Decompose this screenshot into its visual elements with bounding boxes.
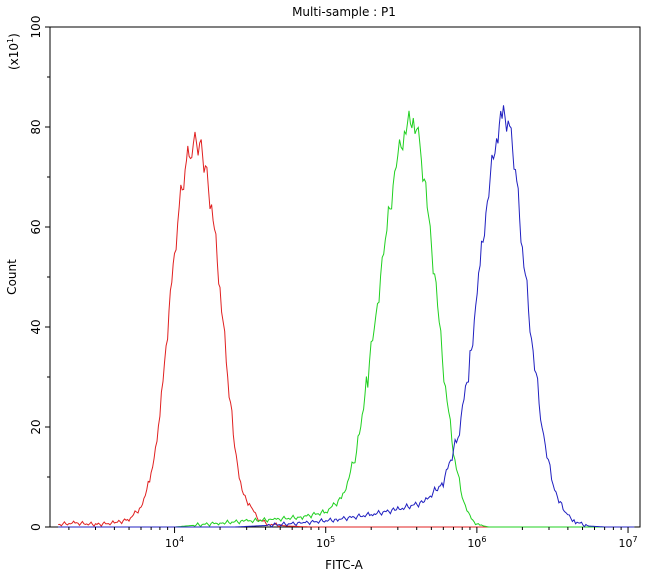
y-tick-label: 20 [29,419,43,434]
series-layer [58,105,635,528]
series-line-2 [58,110,635,528]
y-tick-label: 80 [29,119,43,134]
series-line-3 [58,105,635,528]
y-multiplier-label: (x101) [6,33,21,70]
y-tick-label: 100 [29,16,43,39]
y-tick-label: 60 [29,219,43,234]
plot-frame [49,26,641,528]
x-axis-label: FITC-A [325,558,364,572]
x-tick-label: 107 [618,535,637,550]
y-tick-label: 40 [29,319,43,334]
y-axis-label: Count [5,259,19,295]
y-axis-ticks: 0 20 40 60 80 100 [29,16,50,531]
y-tick-label: 0 [29,523,43,531]
y-multiplier-exponent: 1 [6,38,15,43]
series-line-1 [58,131,635,528]
x-tick-label: 105 [316,535,335,550]
y-multiplier-prefix: (x10 [7,43,21,70]
chart-title: Multi-sample : P1 [292,5,396,19]
x-tick-label: 106 [467,535,486,550]
x-tick-label: 104 [165,535,184,550]
y-multiplier-suffix: ) [7,33,21,38]
x-axis-ticks: 104 105 106 107 [68,527,638,550]
